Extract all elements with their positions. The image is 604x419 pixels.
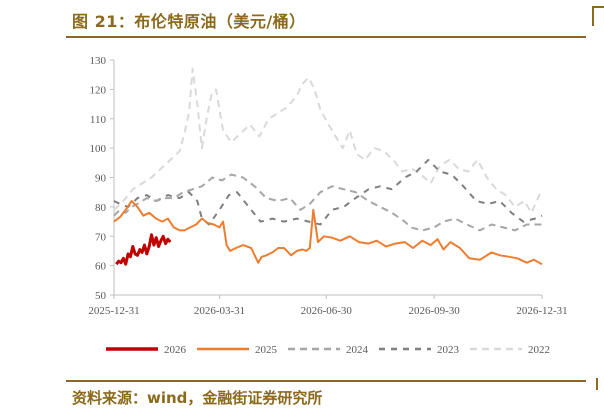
y-tick-label: 70 [95, 231, 107, 243]
x-tick-label: 2026-03-31 [194, 305, 245, 317]
legend-label-2022: 2022 [528, 344, 550, 356]
series-line-2025 [113, 200, 543, 266]
series-line-2026 [115, 233, 172, 266]
adjacent-figure-edge [592, 6, 604, 26]
x-tick-label: 2026-06-30 [301, 305, 353, 317]
x-tick-label: 2025-12-31 [88, 305, 139, 317]
y-tick-label: 100 [90, 143, 107, 155]
x-tick-label: 2026-09-30 [408, 305, 460, 317]
legend-label-2025: 2025 [255, 344, 278, 356]
y-tick-label: 120 [90, 84, 107, 96]
y-tick-label: 60 [95, 261, 107, 273]
y-tick-label: 110 [90, 114, 107, 126]
series-line-2024 [113, 173, 542, 232]
source-note: 资料来源：wind，金融街证券研究所 [72, 389, 323, 407]
adjacent-footer-edge [596, 378, 604, 390]
line-chart: 50 60 70 80 90 100 110 120 130 2025-12-31 2026-03-… [88, 55, 567, 356]
y-tick-label: 80 [95, 202, 107, 214]
y-tick-label: 130 [90, 55, 107, 67]
series-line-2022 [113, 67, 543, 214]
chart-area: 50 60 70 80 90 100 110 120 130 2025-12-31 2026-03-… [66, 40, 586, 370]
x-tick-label: 2026-12-31 [516, 305, 567, 317]
y-tick-label: 90 [95, 173, 107, 185]
legend-label-2024: 2024 [346, 344, 369, 356]
y-tick-label: 50 [95, 290, 107, 302]
legend-label-2023: 2023 [437, 344, 460, 356]
series-line-2023 [113, 158, 543, 226]
figure-header: 图 21：布伦特原油（美元/桶） [66, 6, 586, 38]
figure-footer: 资料来源：wind，金融街证券研究所 [66, 380, 586, 418]
legend-label-2026: 2026 [164, 344, 187, 356]
figure-title: 图 21：布伦特原油（美元/桶） [72, 12, 306, 31]
